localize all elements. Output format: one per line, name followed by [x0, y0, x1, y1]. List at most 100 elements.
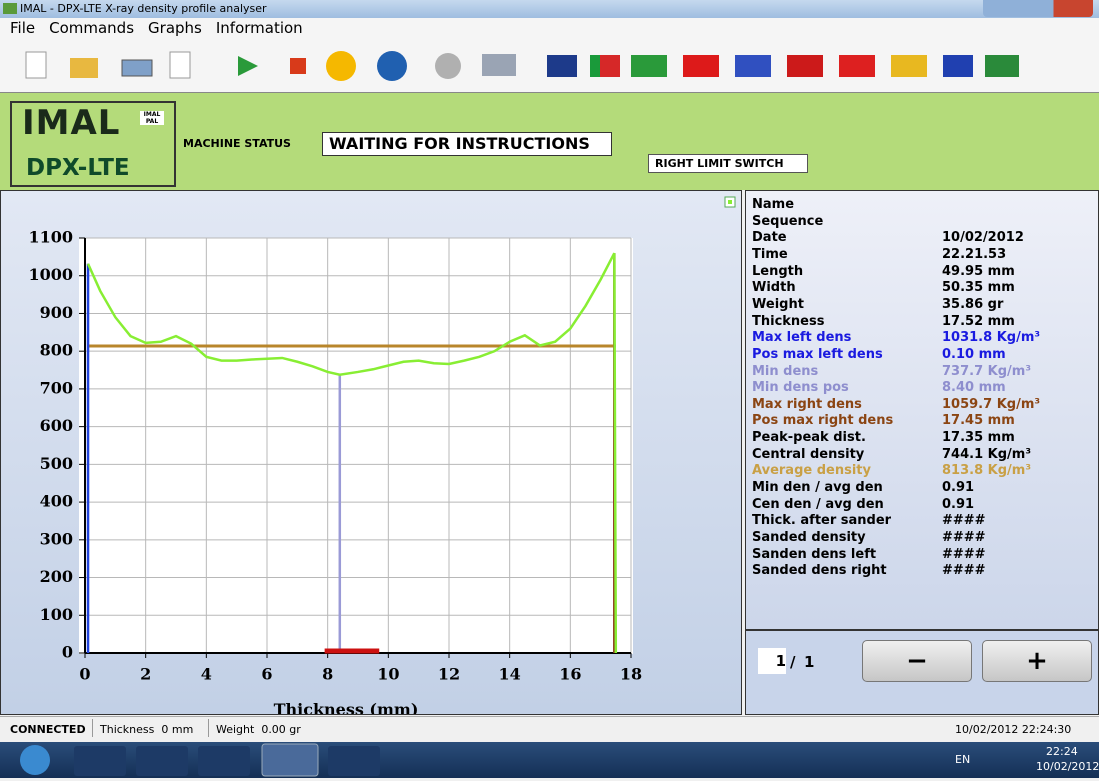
- media-button[interactable]: [198, 746, 250, 776]
- info-label: Width: [752, 280, 796, 296]
- stop-icon[interactable]: [290, 58, 306, 74]
- weight: Weight 0.00 gr: [216, 723, 301, 736]
- info-value: 10/02/2012: [942, 230, 1024, 246]
- flag-ru[interactable]: [735, 55, 771, 77]
- info-label: Min den / avg den: [752, 480, 883, 496]
- chart-panel: 0 100 200 300 400 500 600 700 800 900 1000 1100 0 2 4 6…: [0, 190, 742, 715]
- window-title: IMAL - DPX-LTE X-ray density profile ana…: [20, 2, 267, 15]
- info-value: ####: [942, 546, 986, 562]
- info-label: Time: [752, 246, 788, 262]
- y-tick-label: 100: [40, 605, 73, 624]
- tools-icon[interactable]: [482, 54, 516, 76]
- info-value: 1059.7 Kg/m³: [942, 396, 1041, 412]
- taskbar: EN 22:24 10/02/2012: [0, 742, 1099, 778]
- info-value: 17.52 mm: [942, 313, 1015, 329]
- info-label: Thickness: [752, 313, 825, 329]
- x-tick-label: 8: [322, 665, 333, 684]
- machine-status: WAITING FOR INSTRUCTIONS: [322, 132, 612, 156]
- toolbar-icons: [25, 51, 1019, 81]
- imal-button[interactable]: [261, 743, 319, 777]
- info-label: Sanded dens right: [752, 563, 887, 579]
- clock-date[interactable]: 10/02/2012: [1036, 760, 1099, 773]
- info-value: 17.45 mm: [942, 413, 1015, 429]
- info-value: 813.8 Kg/m³: [942, 463, 1032, 479]
- info-label: Max right dens: [752, 396, 862, 412]
- product-name: DPX-LTE: [26, 155, 130, 181]
- flag-tr[interactable]: [839, 55, 875, 77]
- page-current[interactable]: 1: [758, 648, 786, 674]
- flag-uk[interactable]: [547, 55, 577, 77]
- x-tick-label: 16: [559, 665, 581, 684]
- flag-es[interactable]: [891, 55, 927, 77]
- settings-icon[interactable]: [435, 53, 461, 79]
- info-label: Average density: [752, 463, 871, 479]
- datetime: 10/02/2012 22:24:30: [955, 723, 1072, 736]
- info-label: Pos max right dens: [752, 413, 894, 429]
- paint-button[interactable]: [328, 746, 380, 776]
- sun-icon[interactable]: [326, 51, 356, 81]
- flag-de[interactable]: [787, 55, 823, 77]
- taskbar-icons: [20, 743, 380, 777]
- new-icon[interactable]: [25, 51, 47, 79]
- plot-area: [79, 238, 633, 654]
- pager-panel: 1 / 1 − +: [745, 630, 1099, 715]
- print-icon[interactable]: [121, 59, 153, 77]
- info-value: ####: [942, 530, 986, 545]
- ie-button[interactable]: [74, 746, 126, 776]
- x-tick-label: 4: [201, 665, 212, 684]
- info-label: Min dens: [752, 363, 819, 379]
- title-bar: IMAL - DPX-LTE X-ray density profile ana…: [0, 0, 1099, 18]
- x-tick-label: 18: [620, 665, 642, 684]
- start-button[interactable]: [20, 745, 50, 775]
- connection: CONNECTED: [10, 723, 86, 736]
- start-icon[interactable]: [238, 56, 258, 76]
- logo: IMAL: [22, 103, 121, 143]
- y-tick-label: 1000: [28, 265, 73, 284]
- open-icon[interactable]: [70, 58, 98, 78]
- clock-time[interactable]: 22:24: [1046, 745, 1078, 758]
- menu-item[interactable]: Graphs: [148, 19, 202, 37]
- y-tick-label: 800: [40, 341, 73, 360]
- info-value: 35.86 gr: [942, 296, 1004, 312]
- flag-br[interactable]: [631, 55, 667, 77]
- chart: 0 100 200 300 400 500 600 700 800 900 1000 1100 0 2 4 6…: [28, 196, 736, 714]
- info-label: Min dens pos: [752, 380, 849, 396]
- plus-button[interactable]: +: [982, 640, 1092, 682]
- y-tick-label: 600: [40, 416, 73, 435]
- info-value: 17.35 mm: [942, 430, 1015, 446]
- menu-item[interactable]: File: [10, 19, 36, 37]
- y-tick-label: 0: [62, 643, 73, 662]
- info-label: Pos max left dens: [752, 346, 883, 362]
- window-controls[interactable]: [983, 0, 1093, 17]
- info-panel: Name Sequence Date 10/02/2012 Time 22.21.53 Le…: [745, 190, 1099, 630]
- density-line: [86, 252, 618, 654]
- logo-small-line: PAL: [145, 118, 159, 125]
- explorer-button[interactable]: [136, 746, 188, 776]
- info-value: ####: [942, 513, 986, 529]
- language[interactable]: EN: [955, 753, 971, 766]
- info-value: 0.10 mm: [942, 346, 1006, 362]
- menu-item[interactable]: Commands: [49, 19, 135, 37]
- page-separator: /: [790, 653, 796, 671]
- home-icon[interactable]: [377, 51, 407, 81]
- info-value: 0.91: [942, 496, 975, 512]
- separator: [208, 719, 209, 737]
- info-value: 49.95 mm: [942, 263, 1015, 279]
- flag-fr[interactable]: [943, 55, 973, 77]
- info-value: 8.40 mm: [942, 380, 1006, 396]
- status-label: MACHINE STATUS: [183, 137, 291, 150]
- flag-cn[interactable]: [683, 55, 719, 77]
- info-value: 22.21.53: [942, 246, 1007, 262]
- info-value: 737.7 Kg/m³: [942, 363, 1032, 379]
- x-tick-label: 0: [79, 665, 90, 684]
- y-tick-label: 1100: [28, 228, 73, 247]
- info-value: 0.91: [942, 480, 975, 496]
- menu-item[interactable]: Information: [215, 19, 303, 37]
- minus-button[interactable]: −: [862, 640, 972, 682]
- info-label: Cen den / avg den: [752, 496, 884, 512]
- status-header: IMAL IMAL PAL DPX-LTE MACHINE STATUS WAI…: [0, 92, 1099, 190]
- preview-icon[interactable]: [169, 51, 191, 79]
- info-value: 50.35 mm: [942, 280, 1015, 296]
- flag-lt[interactable]: [985, 55, 1019, 77]
- info-value: 744.1 Kg/m³: [942, 446, 1032, 462]
